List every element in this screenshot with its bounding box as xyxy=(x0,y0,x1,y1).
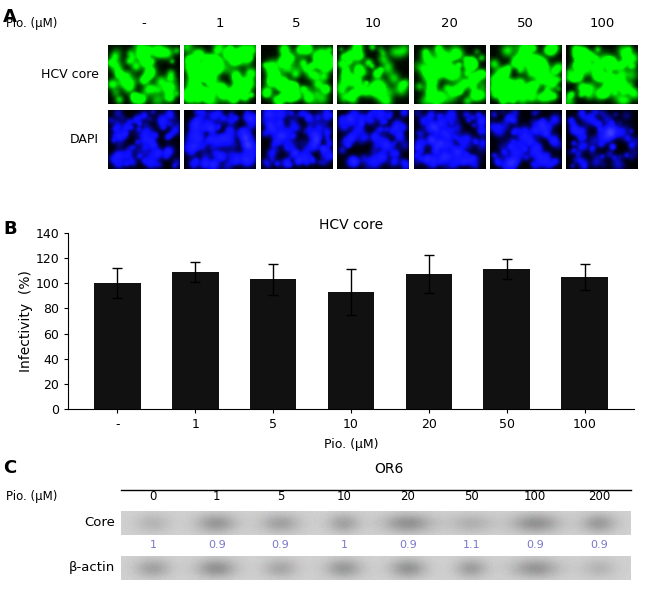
Text: 1: 1 xyxy=(213,490,220,503)
Text: A: A xyxy=(3,8,17,26)
Bar xyxy=(172,272,218,410)
Text: 0: 0 xyxy=(150,490,157,503)
Text: 1: 1 xyxy=(150,539,157,550)
Text: 0.9: 0.9 xyxy=(590,539,608,550)
Bar xyxy=(562,277,608,410)
Text: β-actin: β-actin xyxy=(68,561,115,574)
Bar xyxy=(484,269,530,410)
Text: 1: 1 xyxy=(341,539,348,550)
Text: 50: 50 xyxy=(517,18,534,30)
Text: 0.9: 0.9 xyxy=(526,539,544,550)
Text: Pio. (μM): Pio. (μM) xyxy=(6,490,58,503)
Text: 5: 5 xyxy=(292,18,300,30)
Bar xyxy=(328,292,374,410)
Text: 20: 20 xyxy=(400,490,415,503)
Y-axis label: Infectivity  (%): Infectivity (%) xyxy=(19,270,32,372)
Text: 5: 5 xyxy=(277,490,284,503)
Text: 100: 100 xyxy=(590,18,615,30)
Text: 0.9: 0.9 xyxy=(208,539,226,550)
Text: Pio. (μM): Pio. (μM) xyxy=(324,439,378,451)
Bar xyxy=(94,283,140,410)
Text: Pio. (μM): Pio. (μM) xyxy=(6,18,58,30)
Text: B: B xyxy=(3,220,17,238)
Text: 20: 20 xyxy=(441,18,458,30)
Text: 100: 100 xyxy=(524,490,547,503)
Text: 1.1: 1.1 xyxy=(463,539,480,550)
Text: 200: 200 xyxy=(588,490,610,503)
Title: HCV core: HCV core xyxy=(319,217,383,232)
Text: 1: 1 xyxy=(216,18,224,30)
Text: -: - xyxy=(141,18,146,30)
Bar xyxy=(250,280,296,410)
Bar xyxy=(406,274,452,410)
Text: 10: 10 xyxy=(337,490,352,503)
Text: HCV core: HCV core xyxy=(41,68,99,82)
Text: 0.9: 0.9 xyxy=(399,539,417,550)
Text: C: C xyxy=(3,459,16,477)
Text: 10: 10 xyxy=(365,18,381,30)
Text: OR6: OR6 xyxy=(374,461,404,476)
Text: Core: Core xyxy=(84,516,115,529)
Text: 50: 50 xyxy=(464,490,479,503)
Text: DAPI: DAPI xyxy=(70,133,99,146)
Text: 0.9: 0.9 xyxy=(272,539,289,550)
